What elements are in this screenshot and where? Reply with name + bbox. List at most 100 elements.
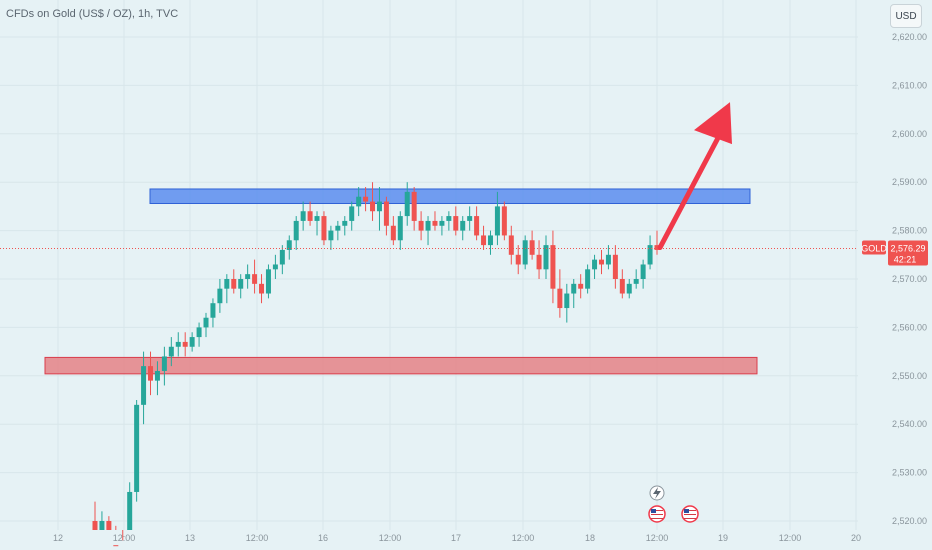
candle[interactable] [342,216,348,236]
candle[interactable] [161,346,167,386]
us-flag-event-icon[interactable] [648,505,666,523]
candle[interactable] [196,322,202,347]
candle[interactable] [571,279,577,309]
candle[interactable] [467,206,473,231]
candle[interactable] [564,283,570,323]
candle[interactable] [127,482,133,530]
candle[interactable] [231,269,237,294]
candle[interactable] [224,274,230,304]
lightning-event-icon[interactable] [649,485,665,501]
candle[interactable] [397,211,403,250]
candle[interactable] [404,182,410,226]
candle[interactable] [238,274,244,299]
candle[interactable] [252,259,258,294]
candle[interactable] [279,245,285,275]
candle[interactable] [550,230,556,304]
candle[interactable] [175,332,181,357]
candle[interactable] [640,259,646,289]
candle[interactable] [99,511,105,530]
candle[interactable] [626,279,632,299]
candle[interactable] [460,216,466,241]
candle[interactable] [272,254,278,279]
candle-body [592,259,598,270]
candle[interactable] [592,254,598,279]
candle[interactable] [605,245,611,270]
candle[interactable] [418,211,424,241]
candle[interactable] [501,201,507,241]
candle[interactable] [265,264,271,299]
candle[interactable] [474,206,480,241]
candle[interactable] [182,332,188,357]
candle[interactable] [425,216,431,246]
us-flag-event-icon[interactable] [681,505,699,523]
candle[interactable] [647,235,653,270]
candle[interactable] [328,225,334,250]
candle[interactable] [612,245,618,289]
candle[interactable] [411,187,417,231]
candle-body [189,337,195,347]
candle[interactable] [106,516,112,530]
candle-body [127,491,133,530]
candle[interactable] [245,264,251,289]
candle[interactable] [376,187,382,231]
candle[interactable] [210,298,216,328]
candle[interactable] [300,201,306,231]
candle[interactable] [494,191,500,246]
candle[interactable] [390,216,396,246]
candle[interactable] [321,211,327,246]
candle[interactable] [654,230,660,255]
candle[interactable] [314,211,320,236]
candle-body [626,283,632,294]
candle-body [474,216,480,236]
candle[interactable] [120,530,125,550]
candle[interactable] [148,351,154,396]
candle-body [460,220,466,231]
candle[interactable] [134,400,140,502]
candle[interactable] [203,312,209,338]
candle[interactable] [307,201,313,226]
candle[interactable] [349,201,355,231]
candle[interactable] [439,216,445,236]
candle[interactable] [619,269,625,299]
candle[interactable] [370,182,376,221]
candle[interactable] [515,245,521,275]
candle[interactable] [446,211,452,231]
candle[interactable] [487,230,493,255]
candle[interactable] [522,235,528,270]
candle[interactable] [543,235,549,279]
projection-arrow-head[interactable] [694,102,732,145]
candle[interactable] [259,274,265,304]
candle[interactable] [363,187,369,212]
candle[interactable] [536,240,542,279]
candle[interactable] [598,249,604,275]
resistance-zone[interactable] [149,188,751,204]
candle[interactable] [383,196,389,236]
candle[interactable] [453,206,459,236]
candle[interactable] [335,220,341,241]
candle[interactable] [557,269,563,318]
candle[interactable] [529,230,535,260]
candle[interactable] [432,211,438,231]
candle[interactable] [585,264,591,294]
candle[interactable] [356,187,362,217]
candle[interactable] [189,332,195,352]
candle[interactable] [154,361,160,396]
candle[interactable] [141,351,147,425]
support-zone[interactable] [44,356,758,375]
candle-body [619,279,625,294]
candle[interactable] [508,225,514,265]
candle[interactable] [217,279,223,313]
candle[interactable] [168,337,174,367]
candle[interactable] [578,274,584,299]
projection-arrow-shaft[interactable] [657,131,723,251]
candle[interactable] [113,525,119,547]
candle[interactable] [633,269,639,289]
candle[interactable] [481,225,487,250]
candle[interactable] [293,216,299,250]
candle[interactable] [286,235,292,260]
candle-body [113,545,119,547]
currency-button[interactable]: USD [890,4,922,28]
candle[interactable] [92,501,98,530]
